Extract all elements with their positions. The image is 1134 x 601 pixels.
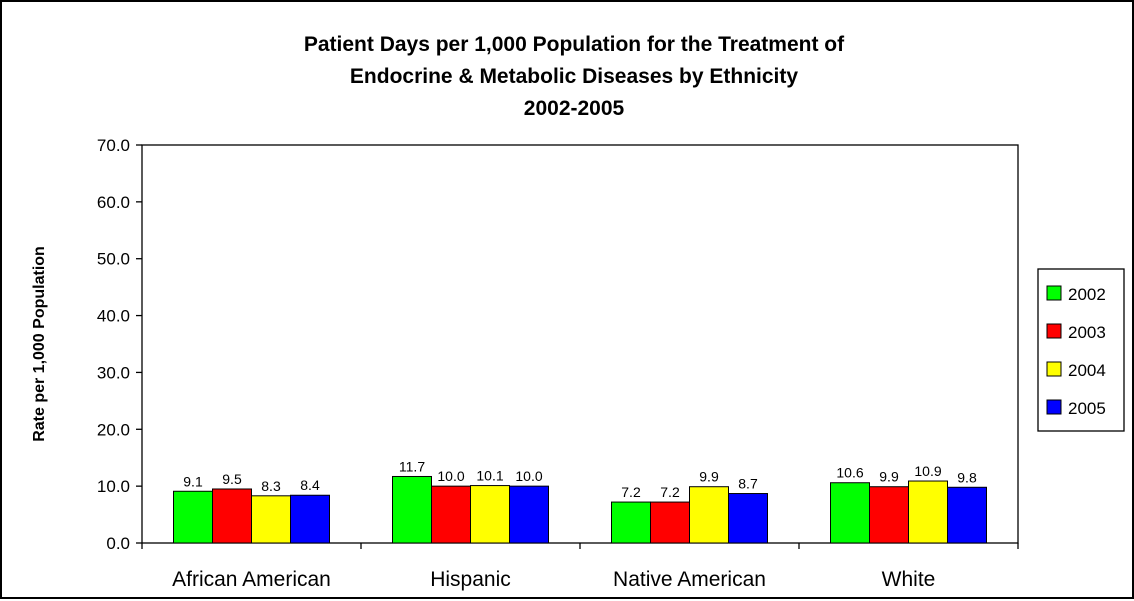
chart-title-line: 2002-2005 <box>524 97 625 120</box>
data-label: 10.1 <box>476 468 503 484</box>
data-label: 8.7 <box>738 476 758 492</box>
data-label: 10.9 <box>914 463 941 479</box>
x-tick-label: White <box>882 568 936 591</box>
bar <box>431 485 471 544</box>
data-label: 10.0 <box>437 468 464 484</box>
bar <box>830 482 870 544</box>
data-label: 9.8 <box>957 469 977 485</box>
legend-label: 2004 <box>1068 361 1106 380</box>
x-tick-label: Native American <box>613 568 766 591</box>
legend-label: 2002 <box>1068 285 1106 304</box>
data-label: 9.5 <box>222 471 242 487</box>
bar <box>251 495 291 544</box>
bar <box>728 493 768 544</box>
legend-swatch <box>1046 285 1062 301</box>
bar <box>392 475 432 544</box>
bar <box>470 485 510 544</box>
bar <box>173 490 213 544</box>
data-label: 9.1 <box>183 473 203 489</box>
chart-title: Patient Days per 1,000 Population for th… <box>304 33 845 120</box>
legend-swatch <box>1046 399 1062 415</box>
bar <box>509 485 549 544</box>
legend: 2002 2003 2004 2005 <box>1037 268 1125 432</box>
y-tick-label: 50.0 <box>97 250 130 269</box>
bar <box>947 486 987 544</box>
data-label: 7.2 <box>621 484 641 500</box>
plot-area: 0.0 10.0 20.0 30.0 40.0 50.0 60.0 70.0 9.1 9.5 8.3… <box>97 136 1019 591</box>
bar <box>212 488 252 544</box>
x-tick-label: African American <box>172 568 331 591</box>
chart-title-line: Patient Days per 1,000 Population for th… <box>304 33 845 56</box>
y-tick-label: 20.0 <box>97 420 130 439</box>
data-label: 10.6 <box>836 465 863 481</box>
bar <box>908 480 948 544</box>
data-label: 8.3 <box>261 478 281 494</box>
legend-label: 2003 <box>1068 323 1106 342</box>
bar <box>611 501 651 544</box>
y-tick-label: 30.0 <box>97 363 130 382</box>
bar <box>869 486 909 544</box>
legend-label: 2005 <box>1068 399 1106 418</box>
data-label: 7.2 <box>660 484 680 500</box>
y-tick-label: 10.0 <box>97 477 130 496</box>
data-label: 9.9 <box>699 469 719 485</box>
bar <box>290 494 330 544</box>
y-tick-label: 40.0 <box>97 307 130 326</box>
data-label: 9.9 <box>879 469 899 485</box>
legend-swatch <box>1046 323 1062 339</box>
data-label: 8.4 <box>300 477 320 493</box>
bar <box>689 486 729 544</box>
x-tick-label: Hispanic <box>430 568 511 591</box>
legend-swatch <box>1046 361 1062 377</box>
y-tick-label: 60.0 <box>97 193 130 212</box>
y-axis-label: Rate per 1,000 Population <box>31 246 48 442</box>
chart-title-line: Endocrine & Metabolic Diseases by Ethnic… <box>350 65 798 88</box>
data-label: 10.0 <box>515 468 542 484</box>
y-tick-label: 0.0 <box>106 534 130 553</box>
bar <box>650 501 690 544</box>
data-label: 11.7 <box>399 458 425 474</box>
y-tick-label: 70.0 <box>97 136 130 155</box>
